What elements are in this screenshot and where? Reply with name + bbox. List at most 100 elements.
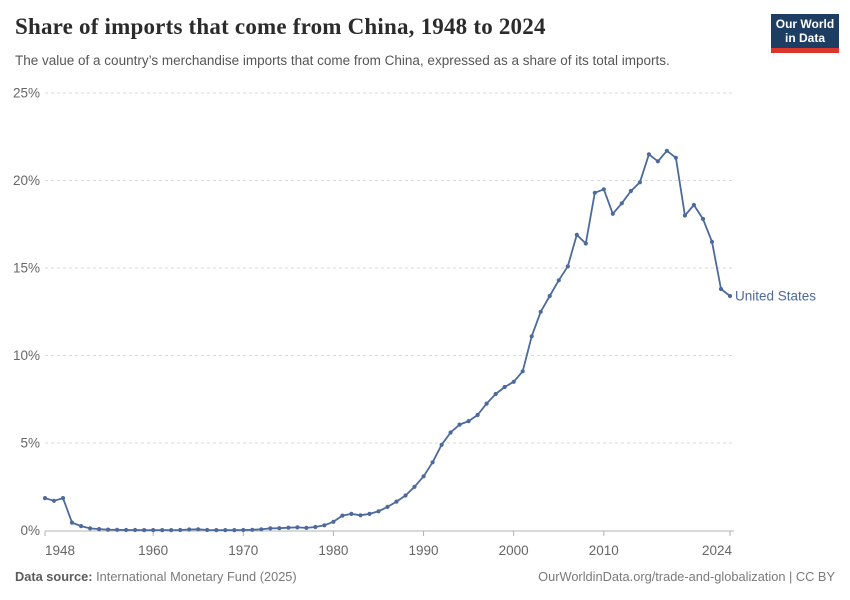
data-point — [313, 524, 318, 530]
footer-license: | CC BY — [785, 569, 835, 584]
data-point — [115, 527, 120, 532]
data-point — [394, 499, 399, 504]
footer-right: OurWorldinData.org/trade-and-globalizati… — [538, 569, 835, 584]
y-axis-label: 5% — [20, 436, 40, 451]
data-point — [646, 152, 652, 157]
data-point — [592, 190, 597, 195]
data-point — [268, 526, 273, 531]
owid-logo-line2: in Data — [784, 30, 825, 45]
data-point — [466, 419, 471, 424]
data-point — [295, 525, 300, 530]
data-point — [51, 498, 57, 503]
data-point — [574, 232, 579, 237]
data-point — [700, 216, 706, 222]
owid-logo[interactable]: Our World in Data — [771, 14, 839, 53]
x-axis-label: 1970 — [228, 543, 258, 558]
data-point — [538, 309, 543, 314]
data-point — [619, 201, 624, 206]
data-point — [79, 524, 84, 529]
data-point — [727, 293, 733, 299]
data-point — [493, 391, 498, 397]
y-axis-label: 25% — [13, 86, 40, 101]
x-axis-label: 2000 — [499, 543, 529, 558]
data-point — [250, 527, 255, 532]
x-axis-label: 2024 — [702, 543, 733, 558]
data-point — [556, 278, 561, 283]
data-point — [448, 430, 453, 435]
data-point — [376, 509, 381, 514]
data-point — [439, 442, 444, 447]
data-point — [232, 528, 237, 533]
data-point — [457, 422, 462, 427]
data-point — [133, 527, 138, 533]
data-point — [286, 525, 291, 530]
x-axis-label: 1990 — [409, 543, 439, 558]
data-point — [430, 460, 435, 465]
data-point — [403, 493, 408, 498]
data-point — [637, 180, 643, 185]
data-point — [673, 155, 679, 160]
data-point — [718, 286, 724, 292]
data-point — [304, 525, 309, 531]
series-label-united-states[interactable]: United States — [735, 289, 816, 304]
data-point — [169, 528, 174, 533]
data-point — [628, 188, 634, 194]
data-point — [69, 520, 75, 525]
x-axis-label: 1960 — [138, 543, 168, 558]
data-point — [385, 504, 390, 509]
data-point — [187, 527, 192, 532]
data-point — [97, 527, 102, 532]
data-point — [709, 239, 715, 244]
data-point — [358, 513, 363, 518]
data-point — [349, 511, 354, 516]
data-point — [601, 187, 606, 192]
page-subtitle: The value of a country’s merchandise imp… — [15, 53, 670, 68]
data-point — [205, 527, 210, 533]
x-axis-label: 1948 — [45, 543, 75, 558]
y-axis-label: 0% — [20, 523, 40, 538]
data-point — [60, 496, 66, 501]
chart-footer: Data source: International Monetary Fund… — [15, 569, 835, 584]
data-point — [331, 519, 336, 524]
x-axis-label: 1980 — [318, 543, 348, 558]
data-source-label: Data source: — [15, 569, 93, 584]
data-point — [412, 484, 417, 489]
x-axis-label: 2010 — [589, 543, 619, 558]
data-point — [547, 293, 552, 299]
data-point — [502, 384, 507, 390]
data-point — [367, 511, 372, 516]
y-axis-label: 20% — [13, 173, 40, 188]
data-point — [241, 527, 246, 533]
data-point — [655, 159, 661, 164]
page-title: Share of imports that come from China, 1… — [15, 14, 546, 39]
data-point — [691, 202, 697, 208]
data-point — [664, 148, 670, 153]
data-point — [223, 528, 228, 533]
data-point — [322, 523, 327, 528]
data-point — [106, 527, 111, 532]
data-point — [583, 241, 588, 246]
y-axis-label: 15% — [13, 261, 40, 276]
data-point — [142, 528, 147, 533]
data-point — [340, 513, 345, 518]
data-point — [421, 474, 426, 479]
data-point — [196, 527, 201, 532]
data-point — [178, 527, 183, 533]
data-point — [475, 412, 480, 418]
data-point — [277, 526, 282, 531]
data-point — [151, 528, 156, 533]
data-point — [88, 526, 93, 531]
data-point — [529, 334, 534, 339]
data-point — [259, 527, 264, 532]
data-source: Data source: International Monetary Fund… — [15, 569, 297, 584]
data-point — [124, 527, 129, 533]
footer-link[interactable]: OurWorldinData.org/trade-and-globalizati… — [538, 569, 786, 584]
data-point — [484, 401, 489, 406]
data-source-value: International Monetary Fund (2025) — [92, 569, 297, 584]
data-point — [565, 264, 570, 269]
data-point — [610, 211, 615, 216]
data-point — [160, 528, 165, 533]
y-axis-label: 10% — [13, 348, 40, 363]
